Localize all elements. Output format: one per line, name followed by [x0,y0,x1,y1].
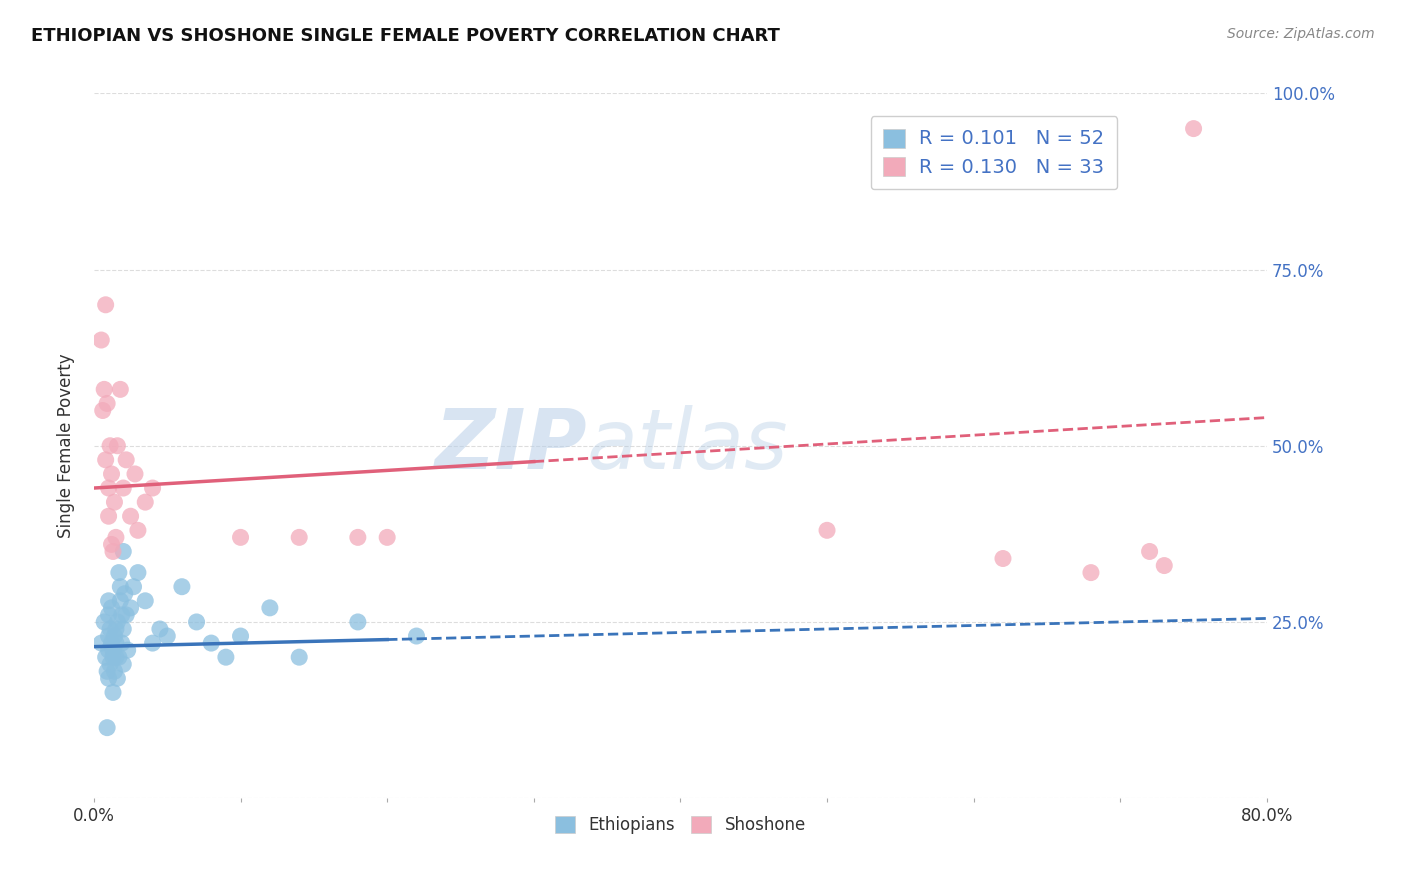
Point [347,530,370,544]
Text: ETHIOPIAN VS SHOSHONE SINGLE FEMALE POVERTY CORRELATION CHART: ETHIOPIAN VS SHOSHONE SINGLE FEMALE POVE… [31,27,780,45]
Point [104,636,127,650]
Point [96,396,118,410]
Point [98,657,121,672]
Point [114,587,136,601]
Point [97,594,120,608]
Point [93,615,115,629]
Point [90,636,112,650]
Point [94,453,117,467]
Text: ZIP: ZIP [434,405,586,486]
Point [103,629,125,643]
Point [96,721,118,735]
Point [122,580,145,594]
Point [991,551,1014,566]
Point [112,622,135,636]
Point [110,594,132,608]
Point [91,403,114,417]
Point [170,580,193,594]
Point [115,607,138,622]
Point [1139,544,1161,558]
Point [112,481,135,495]
Point [259,600,281,615]
Point [108,650,131,665]
Point [98,622,121,636]
Point [229,530,252,544]
Point [127,566,149,580]
Point [100,537,122,551]
Point [104,622,127,636]
Point [375,530,398,544]
Point [108,566,131,580]
Point [97,671,120,685]
Point [112,544,135,558]
Y-axis label: Single Female Poverty: Single Female Poverty [58,353,75,538]
Point [98,439,121,453]
Point [105,615,128,629]
Point [101,544,124,558]
Point [229,629,252,643]
Point [100,600,122,615]
Point [105,439,128,453]
Point [149,622,172,636]
Point [1153,558,1175,573]
Point [127,524,149,538]
Point [105,671,128,685]
Point [97,643,120,657]
Point [134,594,156,608]
Text: Source: ZipAtlas.com: Source: ZipAtlas.com [1227,27,1375,41]
Point [112,657,135,672]
Point [111,636,134,650]
Point [97,481,120,495]
Point [120,600,142,615]
Point [90,333,112,347]
Point [142,636,165,650]
Point [815,524,838,538]
Point [124,467,146,481]
Point [288,650,311,665]
Point [142,481,165,495]
Point [1080,566,1102,580]
Point [103,495,125,509]
Point [186,615,208,629]
Point [93,383,115,397]
Point [104,530,127,544]
Point [94,650,117,665]
Point [134,495,156,509]
Point [405,629,427,643]
Point [117,643,139,657]
Point [97,629,120,643]
Point [97,607,120,622]
Point [101,643,124,657]
Point [100,467,122,481]
Point [347,615,370,629]
Point [100,636,122,650]
Point [111,607,134,622]
Point [200,636,222,650]
Point [103,665,125,679]
Text: atlas: atlas [586,405,789,486]
Point [104,650,127,665]
Point [101,685,124,699]
Point [110,383,132,397]
Point [120,509,142,524]
Point [94,298,117,312]
Point [288,530,311,544]
Point [110,580,132,594]
Point [97,509,120,524]
Point [101,650,124,665]
Point [115,453,138,467]
Legend: Ethiopians, Shoshone: Ethiopians, Shoshone [547,808,814,843]
Point [215,650,238,665]
Point [96,665,118,679]
Point [1182,121,1205,136]
Point [156,629,179,643]
